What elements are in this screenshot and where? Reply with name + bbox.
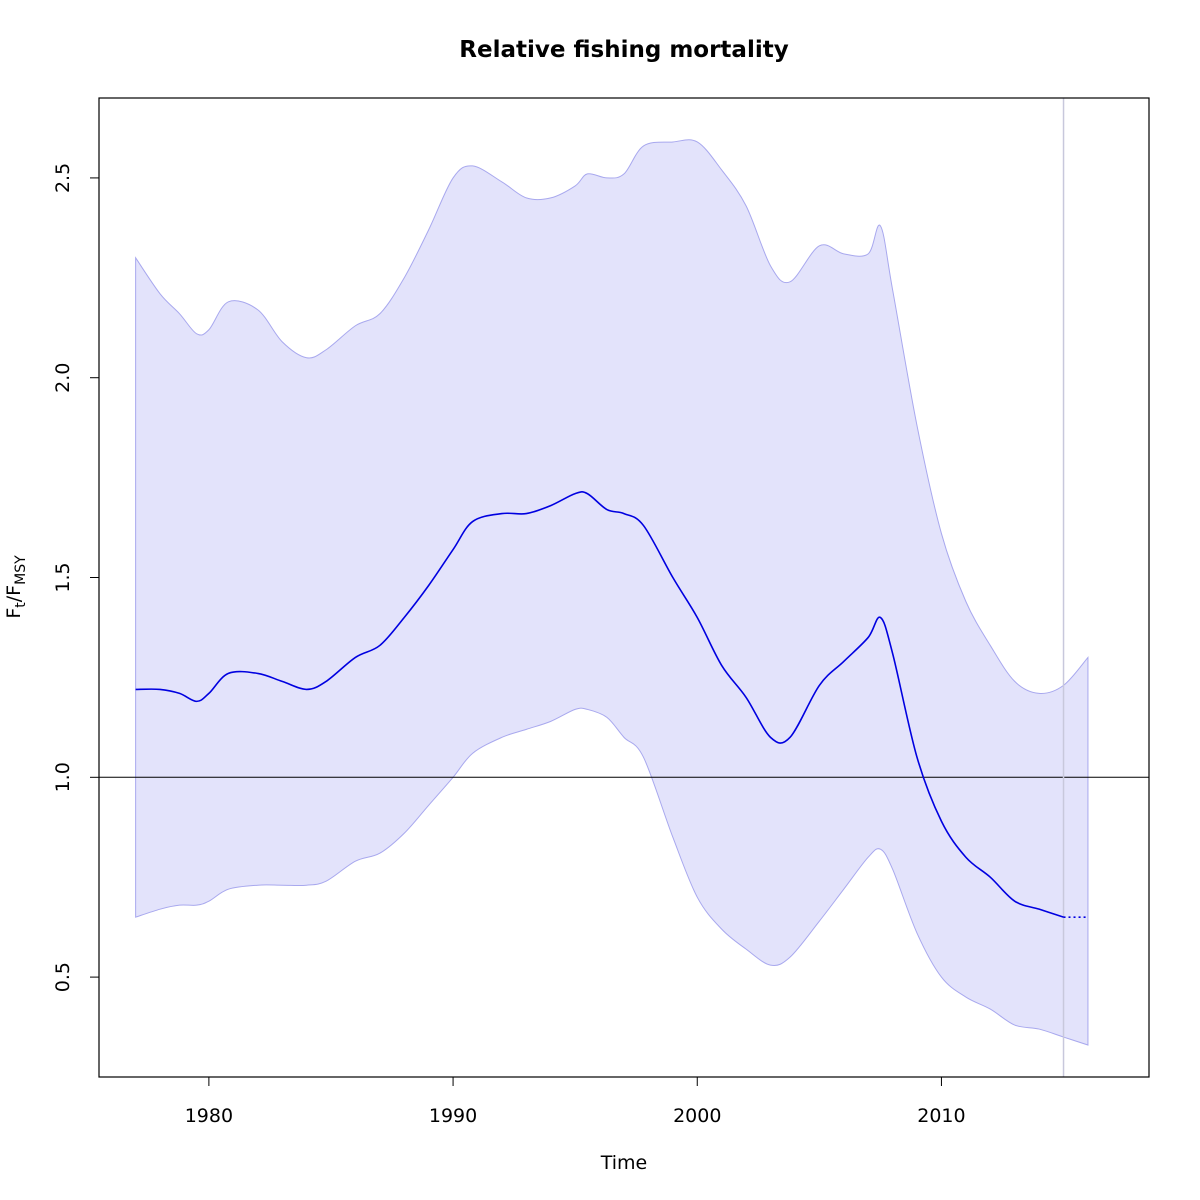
confidence-band	[135, 139, 1089, 1046]
x-axis-title: Time	[600, 1152, 648, 1174]
estimate-line	[135, 491, 1064, 918]
chart-title: Relative fishing mortality	[459, 37, 788, 63]
y-tick-label: 1.5	[52, 562, 74, 592]
y-tick-label: 0.5	[52, 962, 74, 992]
plot-area	[99, 98, 1149, 1077]
x-tick-label: 2010	[917, 1105, 965, 1127]
x-tick-label: 1990	[429, 1105, 477, 1127]
x-tick-label: 1980	[185, 1105, 233, 1127]
plot-frame	[98, 97, 1150, 1078]
y-tick-label: 2.0	[52, 363, 74, 393]
y-tick-label: 1.0	[52, 762, 74, 792]
y-tick-label: 2.5	[52, 163, 74, 193]
x-tick-label: 2000	[673, 1105, 721, 1127]
y-axis-title: Ft/FMSY	[3, 555, 29, 619]
